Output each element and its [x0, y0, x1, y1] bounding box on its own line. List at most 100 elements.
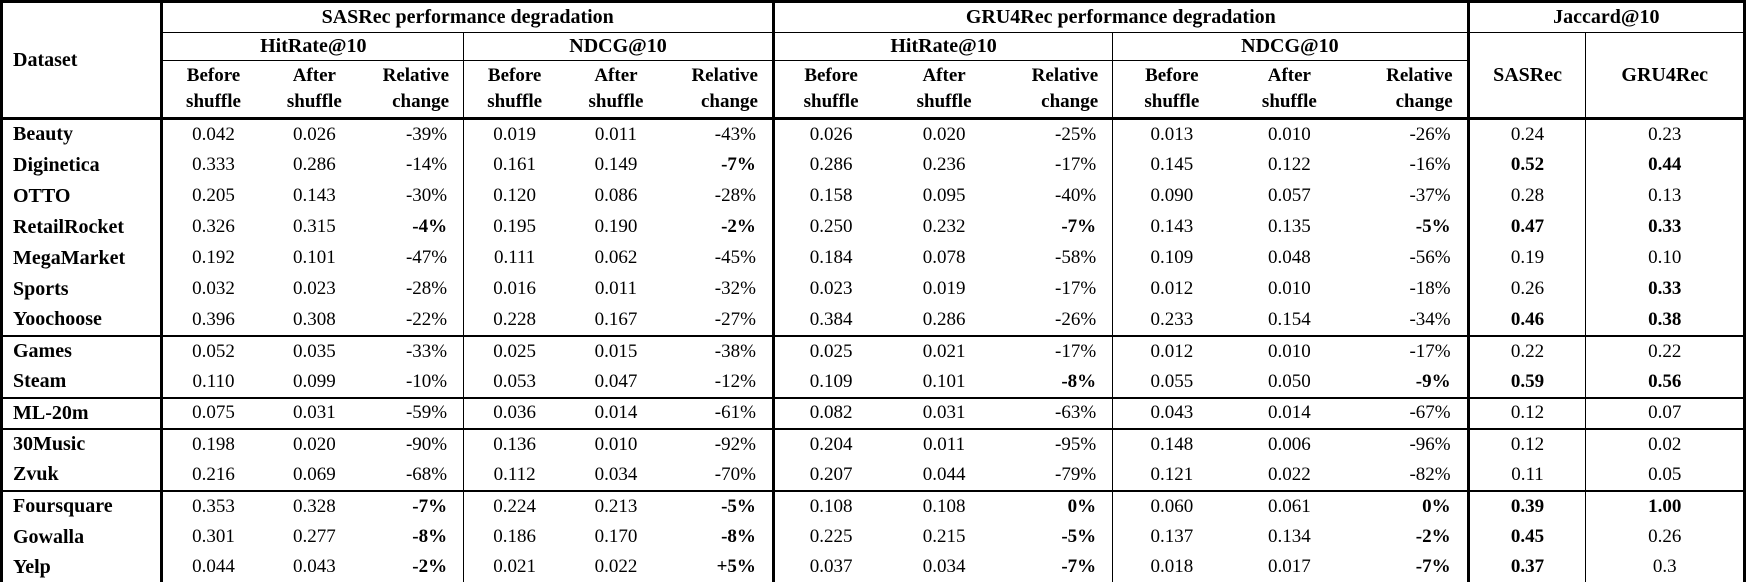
value-cell: -17% — [1000, 149, 1114, 181]
value-cell: 0.112 — [493, 463, 536, 485]
table-row: Yoochoose 0.396 0.308 -22% 0.228 0.167 -27% 0.3… — [1, 304, 1745, 336]
value-cell: -96% — [1348, 427, 1470, 460]
value-cell: 0.225 — [809, 526, 853, 547]
value-cell: -56% — [1348, 242, 1470, 274]
value-cell: 0.216 — [192, 463, 235, 485]
value-cell: 0.023 — [809, 278, 853, 299]
value-cell: 0.052 — [161, 334, 264, 367]
table-row: Sports 0.032 0.023 -28% 0.016 0.011 -32% 0.023 0… — [1, 273, 1745, 305]
value-cell: 0.011 — [594, 123, 637, 145]
value-cell: 0.016 — [493, 278, 537, 299]
value-cell: 0.384 — [809, 308, 853, 330]
value-cell: -59% — [365, 396, 465, 429]
value-cell: -26% — [1000, 304, 1114, 336]
value-cell: 0.031 — [887, 396, 1001, 429]
table-row: Games 0.052 0.035 -33% 0.025 0.015 -38% 0.025 0.… — [1, 334, 1745, 367]
dataset-cell: RetailRocket — [1, 211, 164, 243]
table-row: Zvuk 0.216 0.069 -68% 0.112 0.034 -70% 0.207 0.0… — [1, 459, 1745, 491]
dataset-cell: Sports — [1, 273, 164, 305]
value-cell: 0.018 — [1150, 556, 1194, 578]
value-cell: -7% — [1000, 552, 1114, 582]
value-cell: 0.135 — [1268, 216, 1311, 237]
value-cell: 0.26 — [1648, 526, 1682, 547]
value-cell: 0.38 — [1648, 308, 1682, 330]
value-cell: -28% — [365, 273, 465, 305]
value-cell: 0.170 — [594, 526, 638, 547]
value-cell: -28% — [666, 180, 775, 212]
table-row: RetailRocket 0.326 0.315 -4% 0.195 0.190 -2% 0.… — [1, 211, 1745, 243]
value-cell: 0.213 — [565, 489, 667, 522]
value-cell: -7% — [365, 489, 465, 522]
value-cell: 0.017 — [1268, 556, 1311, 578]
value-cell: 0.120 — [493, 185, 537, 206]
jaccard-gru4rec-column-header: GRU4Rec — [1621, 63, 1709, 86]
value-cell: 0.010 — [1268, 123, 1311, 145]
value-cell: 0.33 — [1648, 278, 1682, 299]
value-cell: -12% — [666, 366, 775, 398]
after-shuffle-column-header: After shuffle — [1261, 65, 1317, 112]
value-cell: 0.13 — [1648, 185, 1682, 206]
value-cell: 0.015 — [565, 334, 667, 367]
value-cell: 0.333 — [192, 154, 235, 175]
value-cell: 0.111 — [493, 247, 536, 268]
value-cell: 0.022 — [594, 556, 638, 578]
value-cell: 0.396 — [192, 308, 235, 330]
value-cell: 0.022 — [1268, 463, 1311, 485]
value-cell: 0% — [1000, 489, 1114, 522]
table-header: Dataset SASRec performance degradation G… — [1, 1, 1745, 119]
value-cell: 0.086 — [594, 185, 638, 206]
value-cell: 0.032 — [192, 278, 235, 299]
dataset-cell: OTTO — [1, 180, 164, 212]
after-shuffle-column-header: After shuffle — [588, 65, 644, 112]
value-cell: 0.023 — [292, 278, 336, 299]
value-cell: -5% — [1348, 211, 1470, 243]
value-cell: 0.010 — [1268, 278, 1311, 299]
value-cell: 0.56 — [1648, 370, 1682, 392]
value-cell: 0.28 — [1468, 180, 1587, 212]
dataset-cell: Zvuk — [1, 459, 164, 491]
value-cell: 0.078 — [922, 247, 966, 268]
value-cell: -22% — [365, 304, 465, 336]
value-cell: 0.23 — [1648, 123, 1682, 145]
value-cell: 0.250 — [809, 216, 853, 237]
table-row: Foursquare 0.353 0.328 -7% 0.224 0.213 -5% 0.10… — [1, 489, 1745, 522]
before-shuffle-column-header: Before shuffle — [803, 65, 859, 112]
value-cell: -68% — [365, 459, 465, 491]
value-cell: 0.145 — [1150, 154, 1194, 175]
value-cell: 0.109 — [1150, 247, 1194, 268]
value-cell: -9% — [1348, 366, 1470, 398]
before-shuffle-column-header: Before shuffle — [487, 65, 543, 112]
value-cell: 0.036 — [463, 396, 566, 429]
value-cell: 0.192 — [192, 247, 235, 268]
value-cell: 0.215 — [922, 526, 966, 547]
value-cell: 0.108 — [773, 489, 888, 522]
value-cell: 0.020 — [922, 123, 966, 145]
sasrec-degradation-group-header: SASRec performance degradation — [161, 1, 775, 33]
dataset-cell: Yelp — [1, 552, 164, 582]
value-cell: 0.3 — [1652, 556, 1677, 578]
value-cell: 0.204 — [773, 427, 888, 460]
value-cell: 0.19 — [1468, 242, 1587, 274]
value-cell: 0.22 — [1585, 334, 1745, 367]
value-cell: 0.52 — [1468, 149, 1587, 181]
value-cell: -8% — [1000, 366, 1114, 398]
dataset-cell: Steam — [1, 366, 164, 398]
value-cell: 0.034 — [922, 556, 966, 578]
value-cell: 0.020 — [263, 427, 366, 460]
value-cell: -17% — [1000, 334, 1114, 367]
value-cell: 0.010 — [565, 427, 667, 460]
value-cell: 0.12 — [1468, 396, 1587, 429]
dataset-cell: Games — [1, 334, 164, 367]
value-cell: 0.025 — [773, 334, 888, 367]
value-cell: 0.228 — [493, 308, 537, 330]
header-row-groups: Dataset SASRec performance degradation G… — [1, 1, 1745, 119]
dataset-cell: Yoochoose — [1, 304, 164, 336]
value-cell: 0.158 — [809, 185, 853, 206]
value-cell: 0.025 — [463, 334, 566, 367]
value-cell: -17% — [1000, 273, 1114, 305]
value-cell: -5% — [666, 489, 775, 522]
value-cell: 0.39 — [1468, 489, 1587, 522]
value-cell: 0.006 — [1230, 427, 1349, 460]
value-cell: 0.043 — [292, 556, 336, 578]
value-cell: -58% — [1000, 242, 1114, 274]
